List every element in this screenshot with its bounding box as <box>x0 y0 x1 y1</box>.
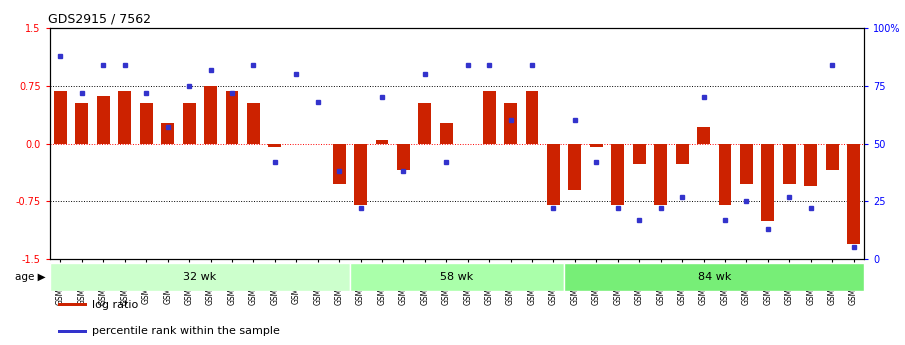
Bar <box>568 144 581 190</box>
Bar <box>269 144 281 147</box>
Bar <box>633 144 645 164</box>
Text: age ▶: age ▶ <box>14 272 45 282</box>
Bar <box>825 144 839 170</box>
Text: 84 wk: 84 wk <box>698 272 731 282</box>
Bar <box>482 91 496 144</box>
Bar <box>740 144 753 184</box>
Bar <box>590 144 603 147</box>
Bar <box>354 144 367 205</box>
Bar <box>719 144 731 205</box>
Bar <box>161 123 174 144</box>
Bar <box>333 144 346 184</box>
Bar <box>547 144 560 205</box>
Bar <box>612 144 624 205</box>
Bar <box>225 91 238 144</box>
Text: GDS2915 / 7562: GDS2915 / 7562 <box>48 12 151 26</box>
Bar <box>676 144 689 164</box>
Bar <box>54 91 67 144</box>
Text: log ratio: log ratio <box>92 299 138 309</box>
Bar <box>440 123 452 144</box>
Bar <box>761 144 775 220</box>
Bar <box>50 263 350 291</box>
Bar <box>847 144 860 244</box>
Bar <box>58 303 87 306</box>
Bar <box>526 91 538 144</box>
Text: percentile rank within the sample: percentile rank within the sample <box>92 326 280 336</box>
Bar <box>350 263 564 291</box>
Bar <box>205 86 217 144</box>
Bar <box>805 144 817 186</box>
Bar <box>654 144 667 205</box>
Bar <box>139 104 153 144</box>
Text: 58 wk: 58 wk <box>441 272 473 282</box>
Bar <box>418 104 432 144</box>
Bar <box>397 144 410 170</box>
Bar <box>119 91 131 144</box>
Bar <box>58 330 87 333</box>
Bar <box>564 263 864 291</box>
Bar <box>697 127 710 144</box>
Bar <box>75 104 89 144</box>
Bar <box>97 96 110 144</box>
Bar <box>247 104 260 144</box>
Bar <box>183 104 195 144</box>
Text: 32 wk: 32 wk <box>183 272 216 282</box>
Bar <box>376 140 388 144</box>
Bar <box>783 144 795 184</box>
Bar <box>504 104 517 144</box>
